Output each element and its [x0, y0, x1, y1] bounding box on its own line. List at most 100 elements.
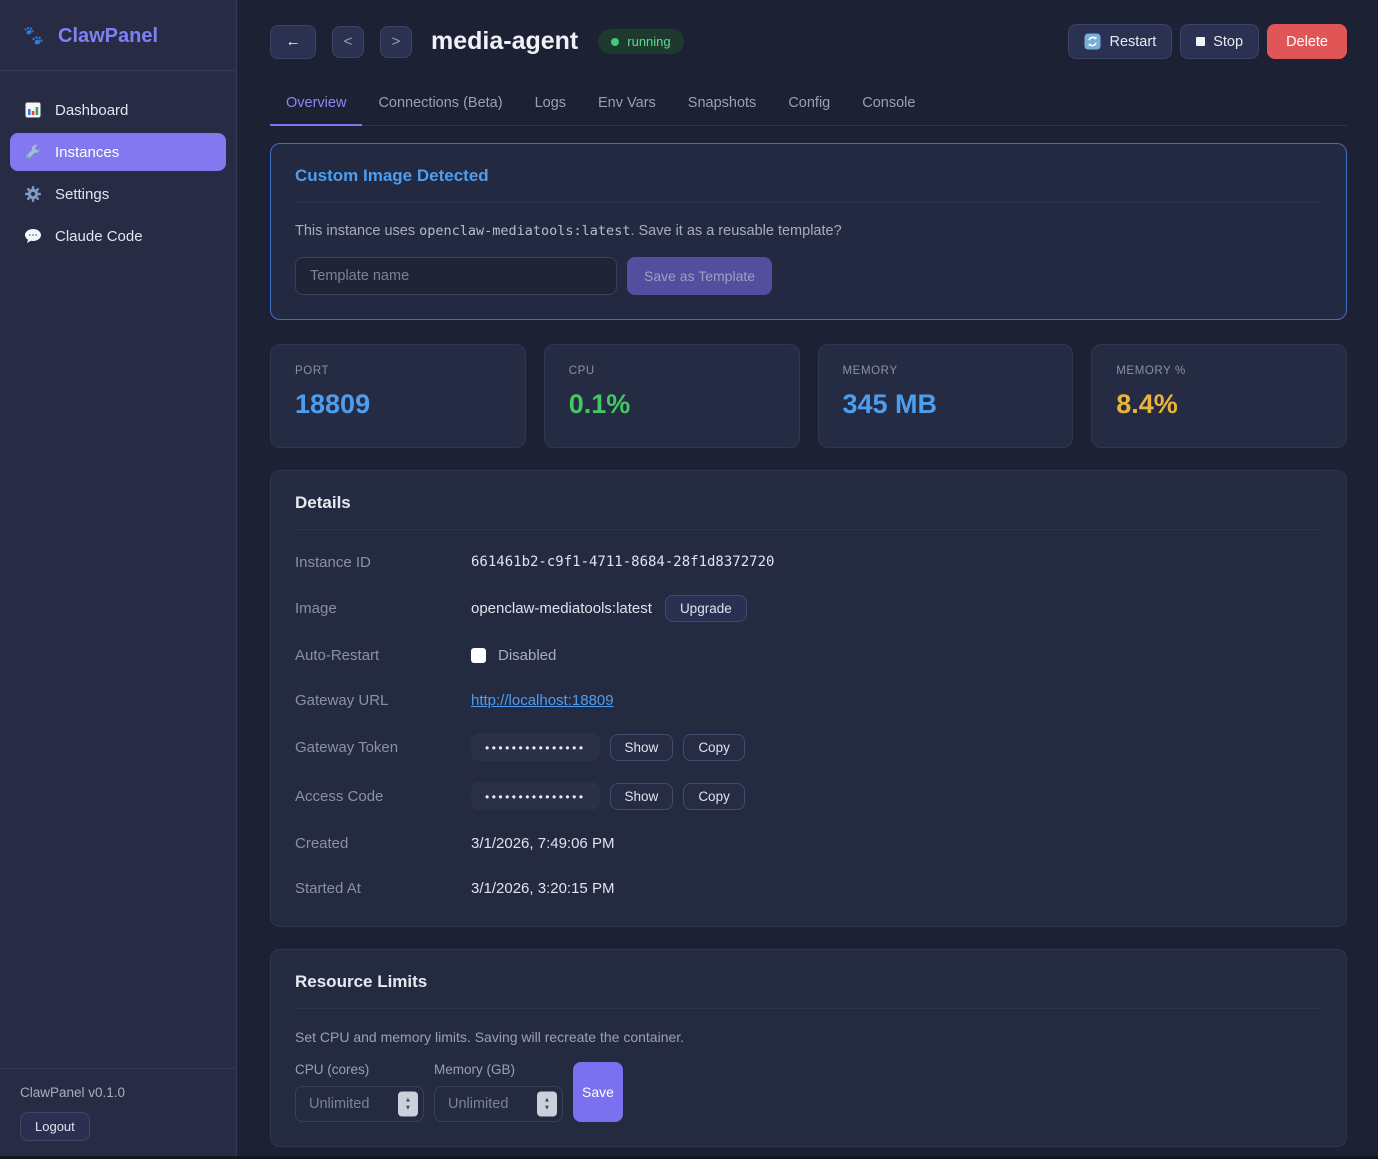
sidebar-item-label: Settings — [55, 185, 110, 203]
stop-label: Stop — [1213, 33, 1244, 50]
stat-label: PORT — [295, 365, 330, 377]
template-form: Save as Template — [295, 257, 1322, 295]
restart-icon — [1084, 33, 1101, 50]
custom-image-description: This instance uses openclaw-mediatools:l… — [295, 223, 1322, 239]
chat-bubble-icon — [24, 227, 42, 245]
prev-instance-button[interactable]: < — [332, 25, 364, 58]
resource-limits-title: Resource Limits — [295, 972, 428, 991]
gateway-url-value: http://localhost:18809 — [471, 692, 614, 709]
detail-label: Instance ID — [295, 553, 371, 571]
next-instance-button[interactable]: > — [380, 25, 412, 58]
sidebar-item-claude-code[interactable]: Claude Code — [10, 217, 226, 255]
tab-bar: Overview Connections (Beta) Logs Env Var… — [270, 86, 1347, 126]
auto-restart-value: Disabled — [471, 647, 556, 664]
stat-label: MEMORY — [842, 365, 898, 377]
resource-limits-description: Set CPU and memory limits. Saving will r… — [295, 1029, 685, 1045]
tab-console[interactable]: Console — [862, 95, 916, 111]
divider — [295, 529, 1322, 530]
show-gateway-token-button[interactable]: Show — [609, 733, 674, 761]
delete-button[interactable]: Delete — [1267, 24, 1347, 59]
sidebar-item-label: Claude Code — [55, 227, 143, 245]
tab-overview[interactable]: Overview — [270, 86, 363, 126]
app-version: ClawPanel v0.1.0 — [20, 1085, 126, 1100]
access-code-masked: ••••••••••••••• — [471, 782, 600, 810]
created-value: 3/1/2026, 7:49:06 PM — [471, 834, 615, 852]
bar-chart-icon — [24, 101, 42, 119]
copy-gateway-token-button[interactable]: Copy — [683, 733, 745, 761]
custom-image-card: Custom Image Detected This instance uses… — [270, 143, 1347, 320]
tab-config[interactable]: Config — [788, 95, 831, 111]
memory-stepper[interactable]: ▲ ▼ — [537, 1091, 557, 1117]
save-as-template-button[interactable]: Save as Template — [627, 257, 773, 295]
detail-label: Gateway URL — [295, 691, 389, 709]
detail-row-instance-id: Instance ID 661461b2-c9f1-4711-8684-28f1… — [295, 550, 1322, 574]
detail-row-auto-restart: Auto-Restart Disabled — [295, 643, 1322, 667]
copy-access-code-button[interactable]: Copy — [683, 782, 745, 810]
stat-card-cpu: CPU 0.1% — [543, 344, 800, 448]
detail-row-gateway-token: Gateway Token ••••••••••••••• Show Copy — [295, 733, 1322, 761]
brand: ClawPanel — [0, 0, 236, 71]
divider — [295, 1008, 1322, 1009]
restart-label: Restart — [1109, 33, 1157, 50]
sidebar-footer: ClawPanel v0.1.0 Logout — [0, 1068, 236, 1159]
show-access-code-button[interactable]: Show — [609, 782, 674, 810]
status-text: running — [627, 34, 671, 49]
wrench-icon — [24, 143, 42, 161]
status-dot-icon — [611, 37, 620, 46]
cpu-field-label: CPU (cores) — [295, 1062, 370, 1077]
sidebar: ClawPanel Dashboard Instances — [0, 0, 237, 1159]
memory-input-wrap: ▲▼ — [434, 1086, 563, 1122]
sidebar-item-dashboard[interactable]: Dashboard — [10, 91, 226, 129]
image-name: openclaw-mediatools:latest — [419, 223, 631, 239]
description-suffix: . Save it as a reusable template? — [630, 223, 842, 239]
stop-square-icon — [1196, 37, 1206, 46]
detail-label: Gateway Token — [295, 738, 399, 756]
save-limits-button[interactable]: Save — [573, 1062, 623, 1122]
detail-row-started: Started At 3/1/2026, 3:20:15 PM — [295, 876, 1322, 900]
tab-env-vars[interactable]: Env Vars — [598, 95, 656, 111]
detail-row-created: Created 3/1/2026, 7:49:06 PM — [295, 831, 1322, 855]
auto-restart-checkbox[interactable] — [471, 647, 486, 663]
upgrade-button[interactable]: Upgrade — [664, 595, 747, 622]
brand-name: ClawPanel — [58, 24, 159, 47]
back-button[interactable]: ← — [270, 24, 316, 59]
page-title: media-agent — [431, 27, 579, 55]
restart-button[interactable]: Restart — [1068, 24, 1173, 59]
started-at-value: 3/1/2026, 3:20:15 PM — [471, 879, 615, 897]
stop-button[interactable]: Stop — [1180, 24, 1260, 59]
sidebar-item-settings[interactable]: Settings — [10, 175, 226, 213]
template-name-input[interactable] — [295, 257, 617, 295]
stat-card-memory: MEMORY 345 MB — [817, 344, 1074, 448]
image-value: openclaw-mediatools:latest Upgrade — [471, 595, 747, 622]
logout-button[interactable]: Logout — [20, 1112, 90, 1141]
detail-label: Image — [295, 600, 337, 617]
stat-card-port: PORT 18809 — [270, 344, 526, 448]
paw-logo-icon — [22, 24, 46, 48]
sidebar-nav: Dashboard Instances — [0, 87, 236, 259]
stats-grid: PORT 18809 CPU 0.1% MEMORY 345 MB MEMORY… — [270, 344, 1347, 448]
stat-label: CPU — [568, 365, 595, 377]
status-badge: running — [598, 29, 684, 54]
tab-logs[interactable]: Logs — [534, 95, 567, 111]
gateway-url-link[interactable]: http://localhost:18809 — [471, 691, 614, 709]
detail-row-image: Image openclaw-mediatools:latest Upgrade — [295, 595, 1322, 622]
details-card: Details Instance ID 661461b2-c9f1-4711-8… — [270, 470, 1347, 927]
bottom-edge-strip — [0, 1156, 1378, 1159]
stat-value: 0.1% — [568, 389, 631, 419]
instance-id-value: 661461b2-c9f1-4711-8684-28f1d8372720 — [471, 554, 775, 570]
detail-label: Started At — [295, 879, 361, 897]
tab-snapshots[interactable]: Snapshots — [687, 95, 757, 111]
sidebar-item-label: Instances — [55, 143, 120, 161]
sidebar-item-label: Dashboard — [55, 101, 129, 119]
detail-row-access-code: Access Code ••••••••••••••• Show Copy — [295, 782, 1322, 810]
stat-value: 345 MB — [842, 389, 938, 419]
details-title: Details — [295, 493, 351, 512]
cpu-field-group: CPU (cores) ▲▼ — [295, 1062, 424, 1122]
detail-label: Created — [295, 834, 349, 852]
tab-connections[interactable]: Connections (Beta) — [378, 95, 503, 111]
stat-card-memory-pct: MEMORY % 8.4% — [1091, 344, 1347, 448]
sidebar-item-instances[interactable]: Instances — [10, 133, 226, 171]
cpu-input-wrap: ▲▼ — [295, 1086, 424, 1122]
cpu-stepper[interactable]: ▲ ▼ — [398, 1091, 418, 1117]
main-content: ← < > media-agent running Restart — [237, 0, 1378, 1159]
